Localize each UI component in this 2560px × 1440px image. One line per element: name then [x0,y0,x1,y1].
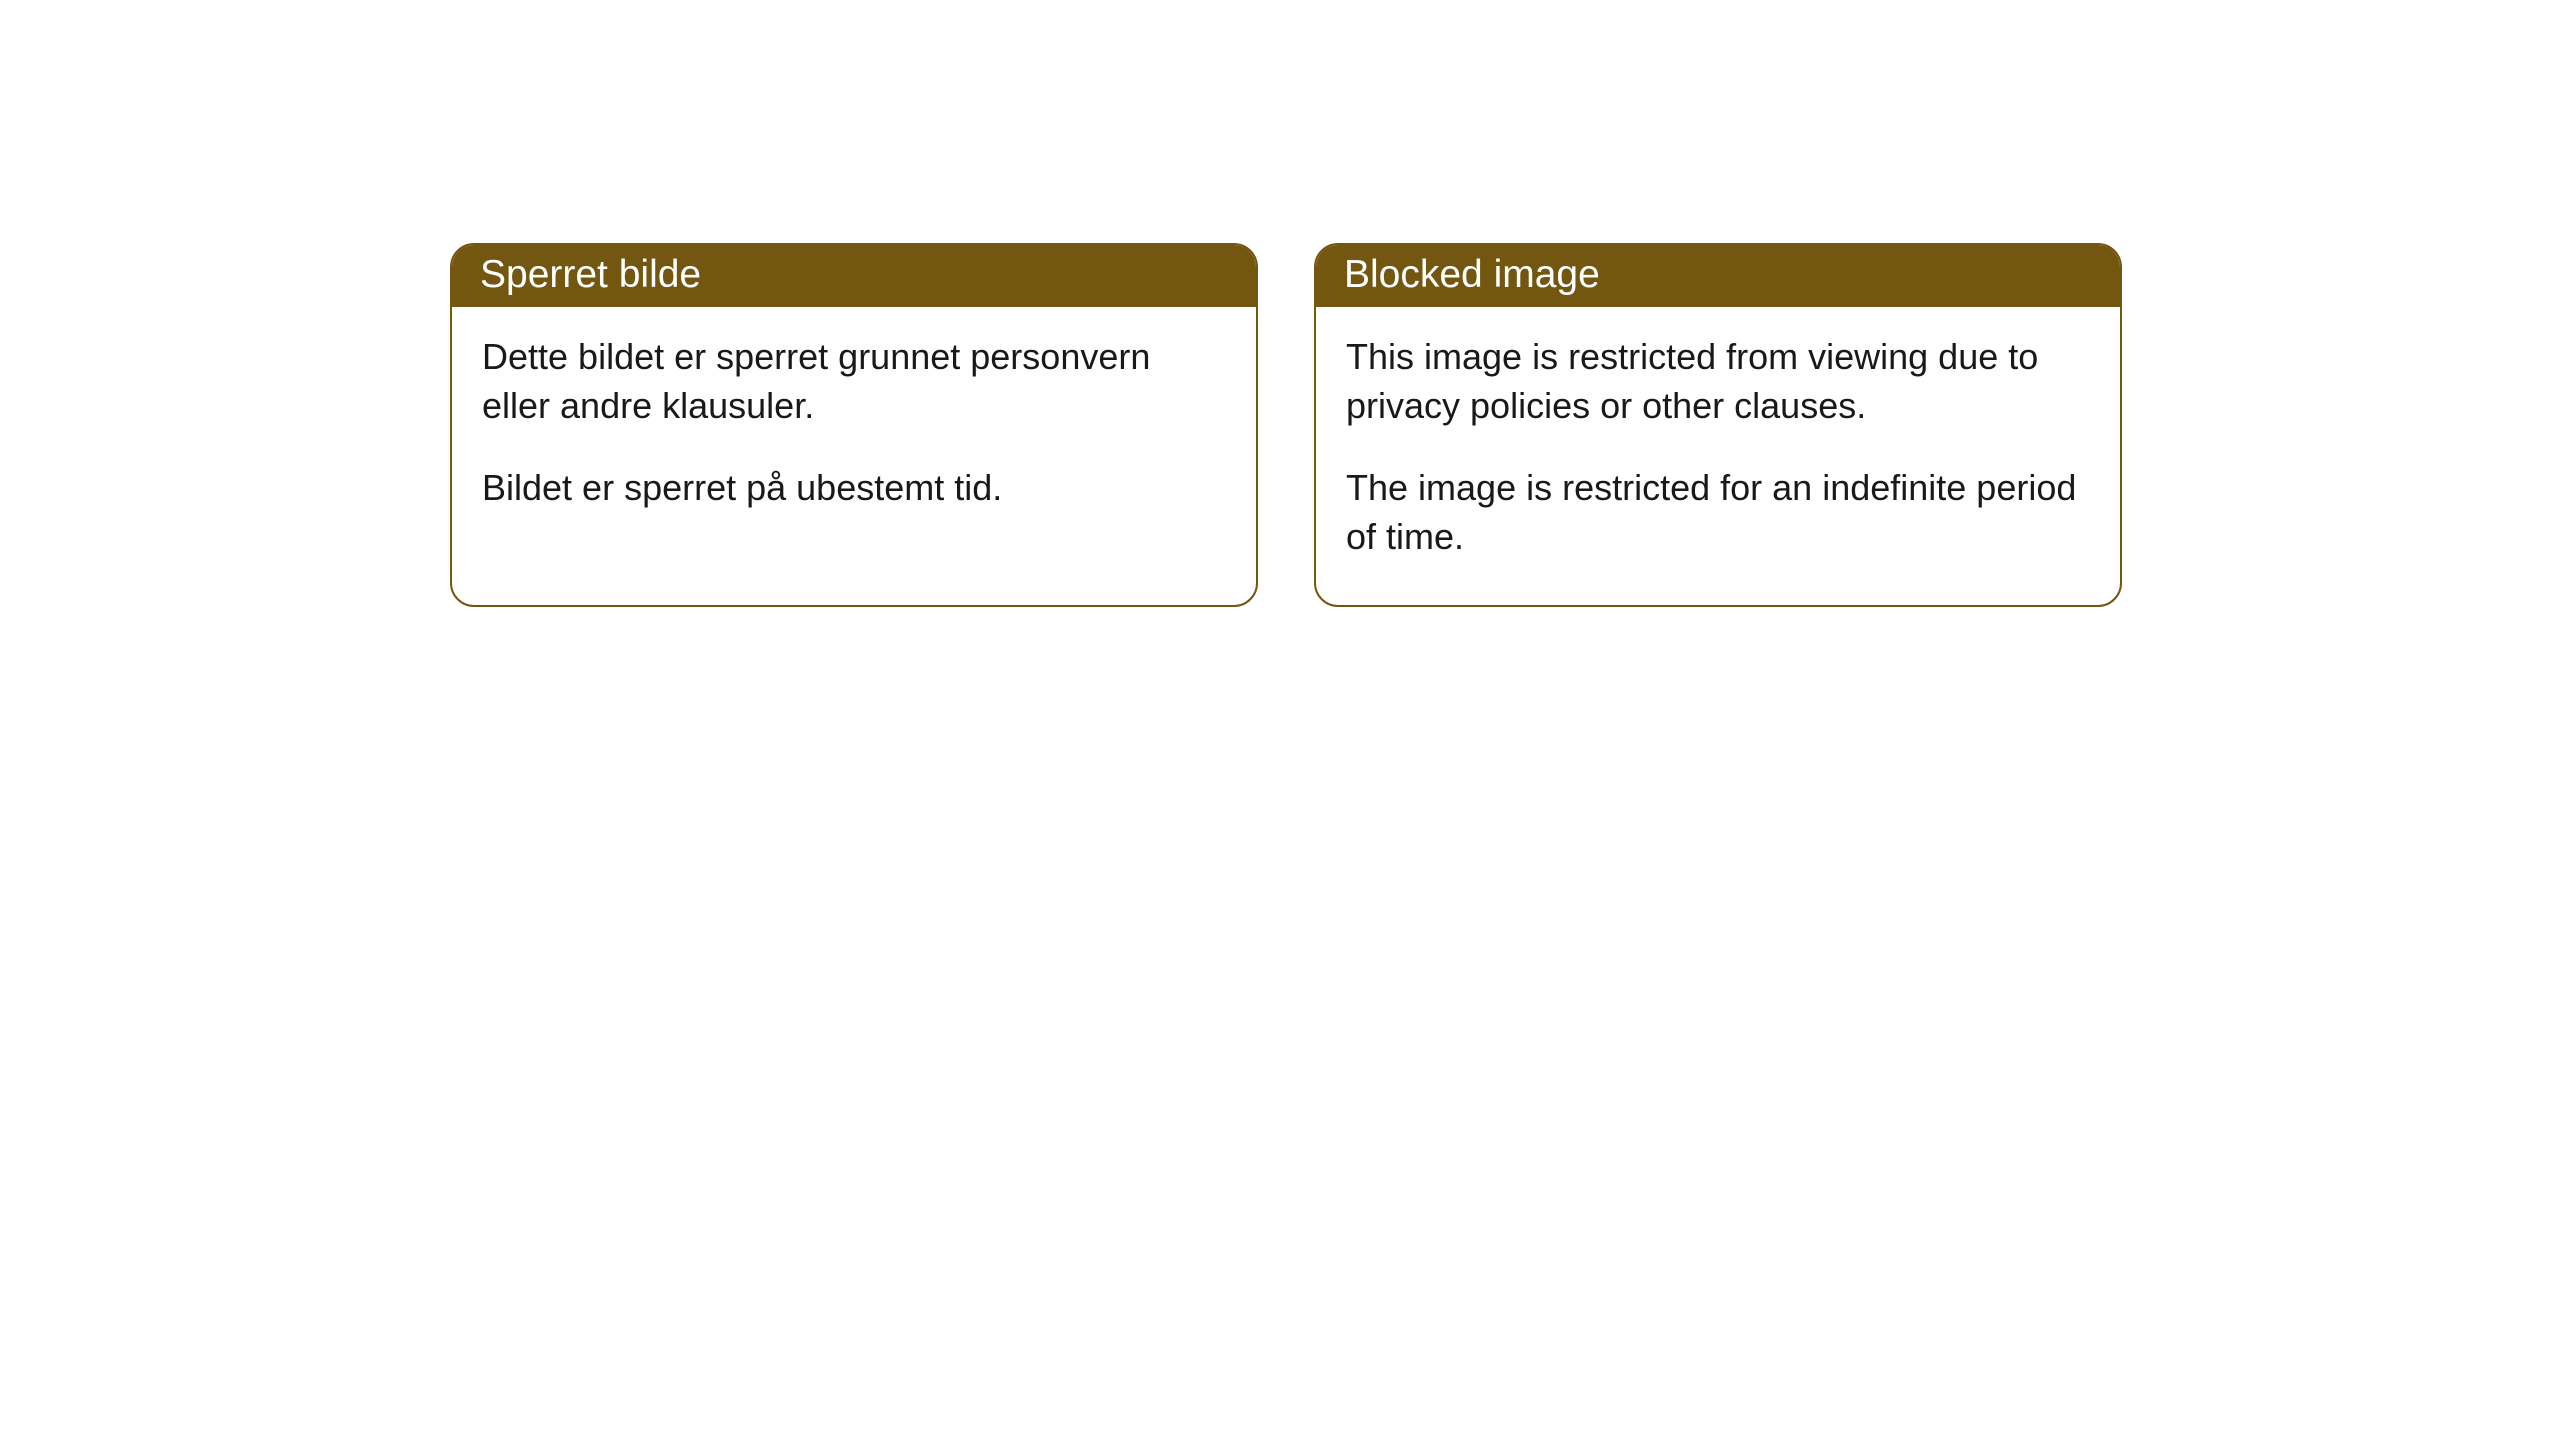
blocked-image-card-en: Blocked image This image is restricted f… [1314,243,2122,607]
card-body-no: Dette bildet er sperret grunnet personve… [452,307,1256,557]
card-title-en: Blocked image [1316,245,2120,307]
card-text-no-1: Dette bildet er sperret grunnet personve… [482,333,1226,430]
card-text-en-2: The image is restricted for an indefinit… [1346,464,2090,561]
card-title-no: Sperret bilde [452,245,1256,307]
blocked-image-card-no: Sperret bilde Dette bildet er sperret gr… [450,243,1258,607]
card-body-en: This image is restricted from viewing du… [1316,307,2120,605]
card-text-no-2: Bildet er sperret på ubestemt tid. [482,464,1226,513]
notice-cards-container: Sperret bilde Dette bildet er sperret gr… [0,0,2560,607]
card-text-en-1: This image is restricted from viewing du… [1346,333,2090,430]
